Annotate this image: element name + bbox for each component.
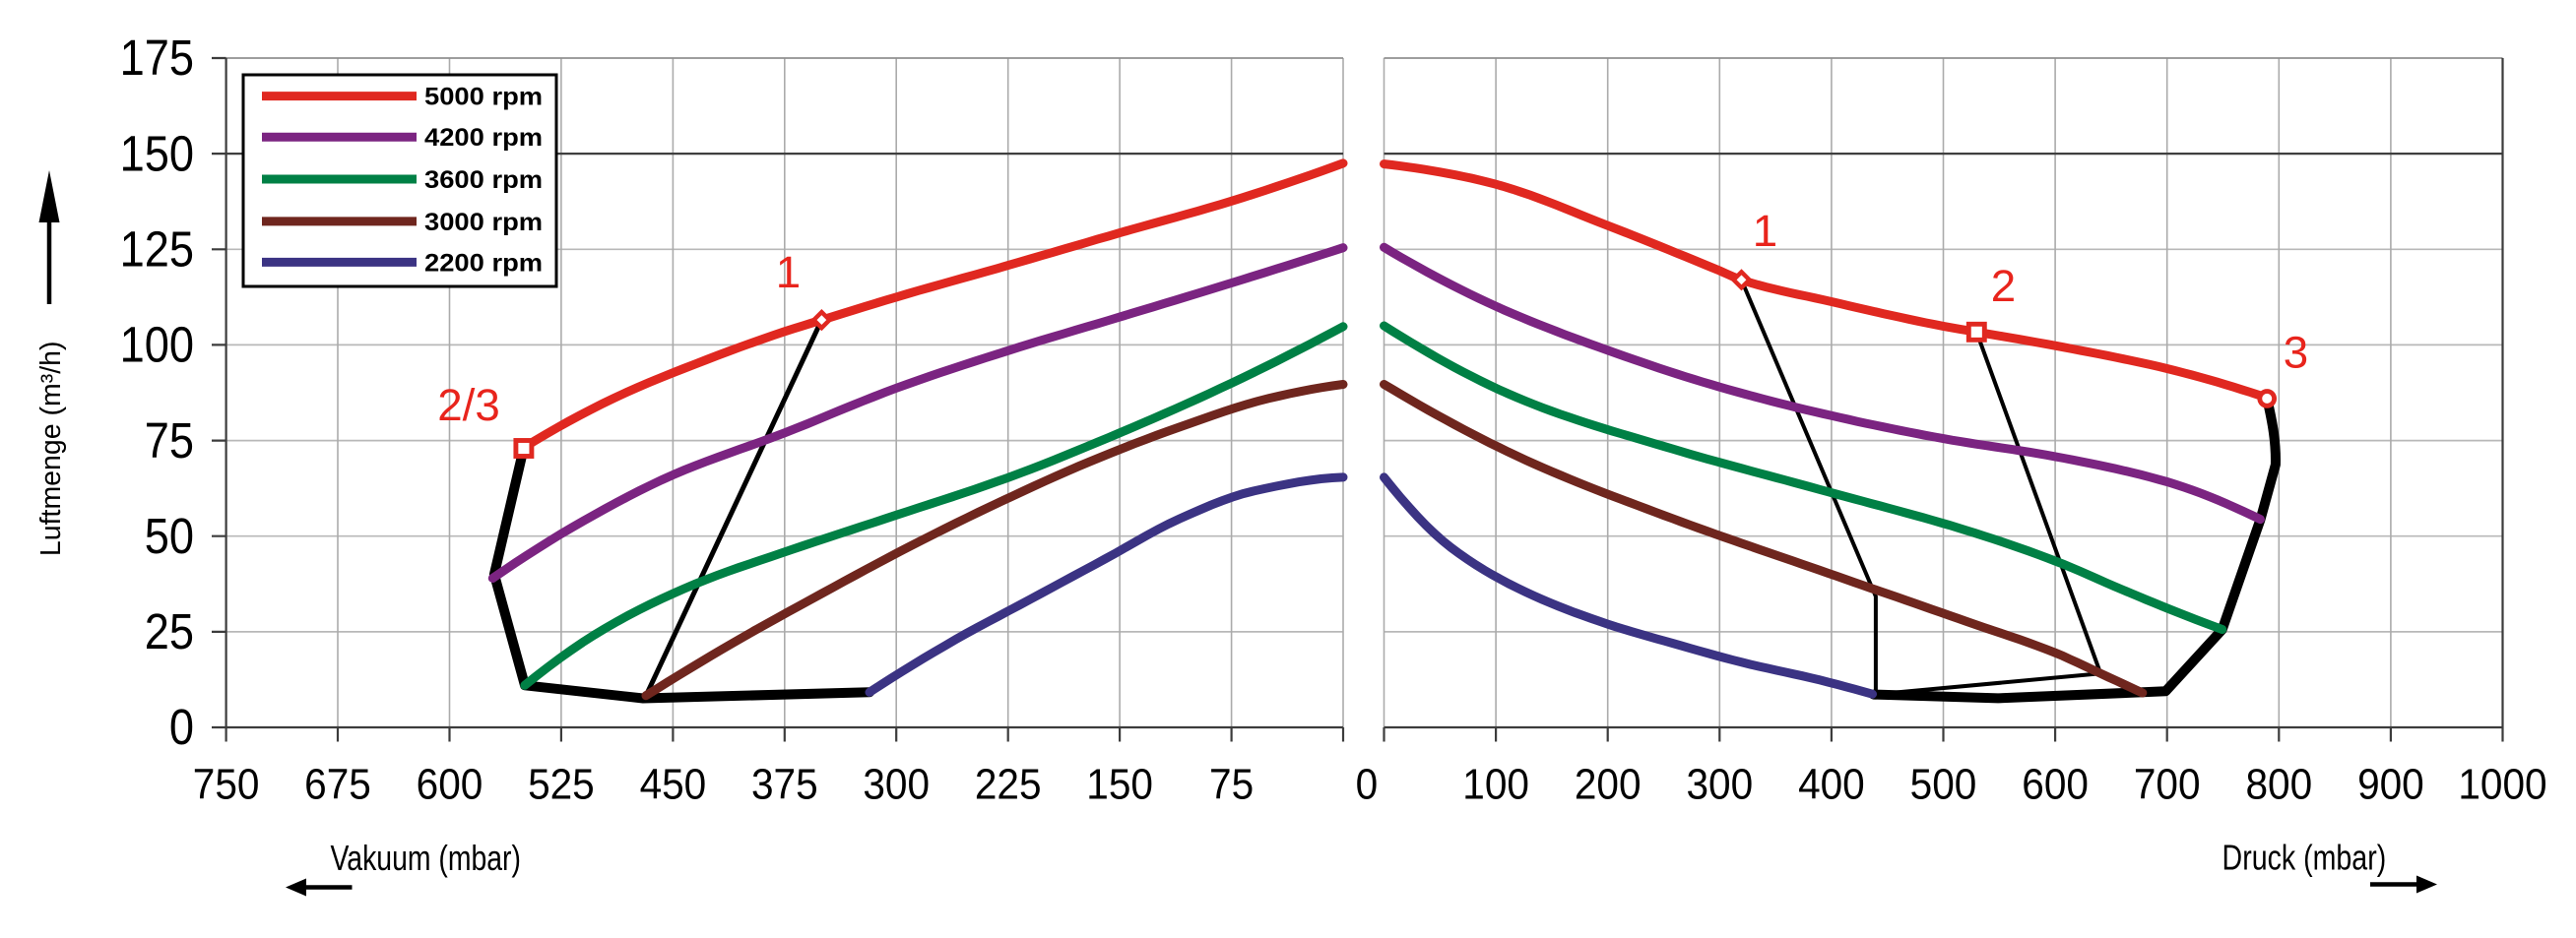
- svg-text:75: 75: [145, 412, 194, 469]
- svg-text:525: 525: [528, 760, 595, 808]
- svg-text:225: 225: [975, 760, 1042, 808]
- svg-text:2200 rpm: 2200 rpm: [424, 248, 543, 277]
- svg-text:600: 600: [417, 760, 483, 808]
- svg-text:175: 175: [120, 31, 194, 87]
- svg-text:600: 600: [2022, 760, 2089, 808]
- svg-text:3: 3: [2284, 328, 2308, 378]
- svg-text:125: 125: [120, 221, 194, 278]
- svg-text:Vakuum (mbar): Vakuum (mbar): [330, 837, 520, 877]
- svg-text:75: 75: [1209, 760, 1254, 808]
- svg-text:800: 800: [2245, 760, 2312, 808]
- svg-text:5000 rpm: 5000 rpm: [424, 83, 543, 111]
- svg-text:3600 rpm: 3600 rpm: [424, 165, 543, 194]
- svg-text:1: 1: [776, 247, 801, 297]
- svg-text:300: 300: [1686, 760, 1753, 808]
- svg-text:300: 300: [863, 760, 930, 808]
- svg-text:Luftmenge (m³/h): Luftmenge (m³/h): [35, 342, 67, 557]
- svg-text:2/3: 2/3: [437, 380, 500, 430]
- svg-text:750: 750: [193, 760, 260, 808]
- svg-text:25: 25: [145, 604, 194, 660]
- svg-text:700: 700: [2134, 760, 2201, 808]
- svg-text:1: 1: [1753, 206, 1777, 256]
- svg-text:450: 450: [640, 760, 707, 808]
- svg-text:100: 100: [1462, 760, 1529, 808]
- svg-text:150: 150: [120, 126, 194, 182]
- svg-text:150: 150: [1086, 760, 1153, 808]
- svg-text:675: 675: [304, 760, 371, 808]
- svg-text:500: 500: [1910, 760, 1977, 808]
- svg-text:200: 200: [1575, 760, 1642, 808]
- svg-text:0: 0: [169, 700, 194, 756]
- svg-text:50: 50: [145, 508, 194, 564]
- svg-text:900: 900: [2357, 760, 2424, 808]
- svg-text:Druck (mbar): Druck (mbar): [2222, 837, 2387, 877]
- svg-text:1000: 1000: [2458, 760, 2546, 808]
- svg-text:0: 0: [1356, 760, 1379, 808]
- svg-text:4200 rpm: 4200 rpm: [424, 123, 543, 152]
- svg-text:400: 400: [1798, 760, 1865, 808]
- svg-text:375: 375: [751, 760, 818, 808]
- svg-text:3000 rpm: 3000 rpm: [424, 208, 543, 236]
- svg-text:100: 100: [120, 317, 194, 373]
- svg-text:2: 2: [1991, 261, 2016, 311]
